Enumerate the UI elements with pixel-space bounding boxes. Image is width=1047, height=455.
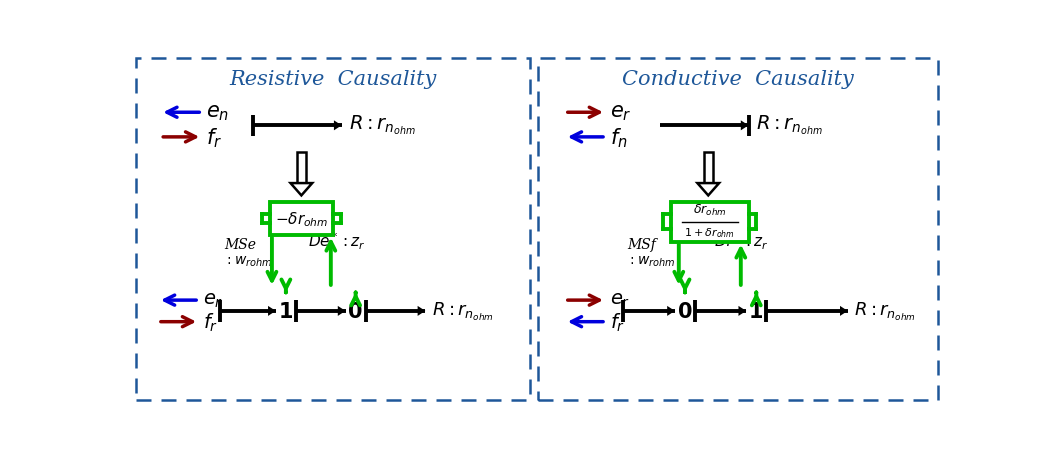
- Text: 0: 0: [349, 301, 363, 321]
- Text: $-\delta r_{ohm}$: $-\delta r_{ohm}$: [274, 210, 328, 228]
- Bar: [671, 202, 749, 242]
- Bar: [135, 59, 530, 400]
- Bar: [269, 203, 333, 235]
- Text: $e_r$: $e_r$: [203, 291, 223, 309]
- Polygon shape: [741, 121, 749, 131]
- Text: $Df^*: z_r$: $Df^*: z_r$: [714, 230, 768, 251]
- Text: $e_n$: $e_n$: [206, 103, 229, 123]
- Text: MSe: MSe: [224, 238, 255, 251]
- Text: 1: 1: [749, 301, 763, 321]
- Polygon shape: [697, 184, 719, 196]
- Text: $R:r_{n_{ohm}}$: $R:r_{n_{ohm}}$: [854, 300, 916, 322]
- Text: Resistive  Causality: Resistive Causality: [229, 70, 437, 89]
- Polygon shape: [290, 184, 312, 196]
- Text: $\delta r_{ohm}$: $\delta r_{ohm}$: [693, 202, 727, 217]
- Text: $e_r$: $e_r$: [609, 291, 630, 309]
- Text: $R:r_{n_{ohm}}$: $R:r_{n_{ohm}}$: [756, 113, 823, 136]
- Text: MSf: MSf: [627, 238, 655, 251]
- Text: $f_r$: $f_r$: [203, 311, 218, 333]
- Polygon shape: [418, 306, 425, 316]
- Polygon shape: [840, 306, 848, 316]
- Polygon shape: [738, 306, 747, 316]
- Text: $e_r$: $e_r$: [609, 103, 631, 123]
- Polygon shape: [338, 306, 346, 316]
- Text: Conductive  Causality: Conductive Causality: [622, 70, 853, 89]
- Text: $De^*: z_r$: $De^*: z_r$: [308, 230, 365, 251]
- Text: $R:r_{n_{ohm}}$: $R:r_{n_{ohm}}$: [350, 113, 417, 136]
- Polygon shape: [667, 306, 675, 316]
- Text: $: w_{rohm}$: $: w_{rohm}$: [627, 254, 675, 269]
- Text: 1: 1: [279, 301, 293, 321]
- Text: $f_r$: $f_r$: [609, 311, 625, 333]
- Polygon shape: [334, 121, 341, 131]
- Polygon shape: [268, 306, 275, 316]
- Text: $f_n$: $f_n$: [609, 126, 627, 149]
- Bar: [538, 59, 938, 400]
- Bar: [297, 153, 306, 184]
- Text: $f_r$: $f_r$: [206, 126, 222, 149]
- Text: 0: 0: [677, 301, 692, 321]
- Bar: [704, 153, 713, 184]
- Text: $: w_{rohm}$: $: w_{rohm}$: [224, 254, 272, 269]
- Text: $R:r_{n_{ohm}}$: $R:r_{n_{ohm}}$: [431, 300, 493, 322]
- Text: $1+\delta r_{ohm}$: $1+\delta r_{ohm}$: [685, 226, 735, 240]
